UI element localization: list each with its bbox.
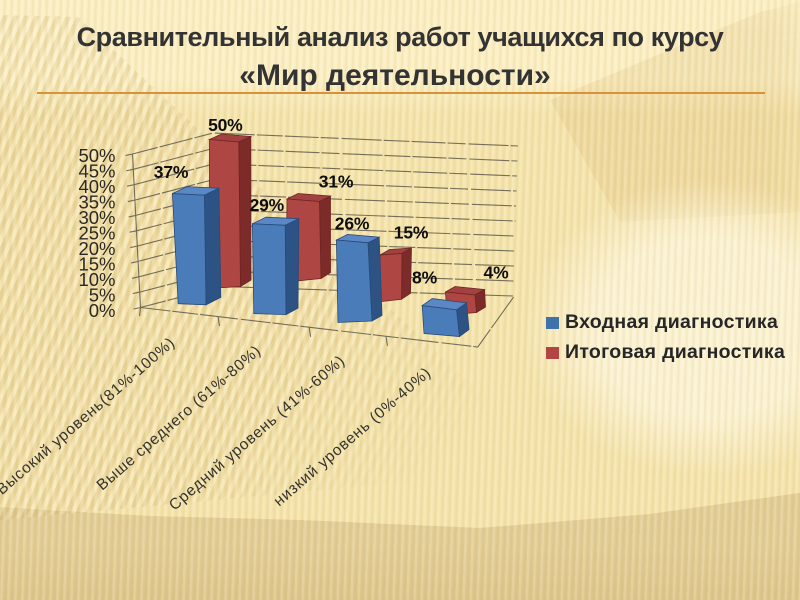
- svg-text:15%: 15%: [394, 223, 429, 243]
- svg-text:15%: 15%: [78, 254, 115, 275]
- svg-text:0%: 0%: [89, 300, 116, 321]
- svg-text:Выше среднего (61%-80%): Выше среднего (61%-80%): [94, 342, 265, 494]
- svg-text:Итоговая диагностика: Итоговая диагностика: [565, 341, 785, 363]
- svg-text:25%: 25%: [78, 223, 115, 244]
- svg-text:20%: 20%: [78, 238, 115, 259]
- svg-text:37%: 37%: [154, 162, 189, 182]
- svg-text:Высокий уровень(81%-100%): Высокий уровень(81%-100%): [0, 334, 179, 498]
- svg-text:50%: 50%: [208, 115, 243, 135]
- svg-text:Средний уровень (41%-60%): Средний уровень (41%-60%): [166, 352, 349, 514]
- svg-text:низкий уровень (0%-40%): низкий уровень (0%-40%): [271, 364, 435, 510]
- svg-text:5%: 5%: [89, 285, 116, 306]
- svg-text:31%: 31%: [319, 172, 354, 192]
- svg-text:50%: 50%: [78, 145, 115, 166]
- svg-text:30%: 30%: [78, 207, 115, 228]
- svg-text:26%: 26%: [335, 214, 370, 234]
- svg-text:29%: 29%: [250, 195, 285, 215]
- svg-text:35%: 35%: [78, 192, 115, 213]
- svg-text:4%: 4%: [484, 263, 510, 283]
- svg-text:40%: 40%: [78, 176, 115, 197]
- svg-text:Входная диагностика: Входная диагностика: [565, 311, 778, 333]
- svg-text:45%: 45%: [78, 161, 115, 182]
- svg-text:8%: 8%: [412, 268, 438, 288]
- svg-text:10%: 10%: [78, 269, 115, 290]
